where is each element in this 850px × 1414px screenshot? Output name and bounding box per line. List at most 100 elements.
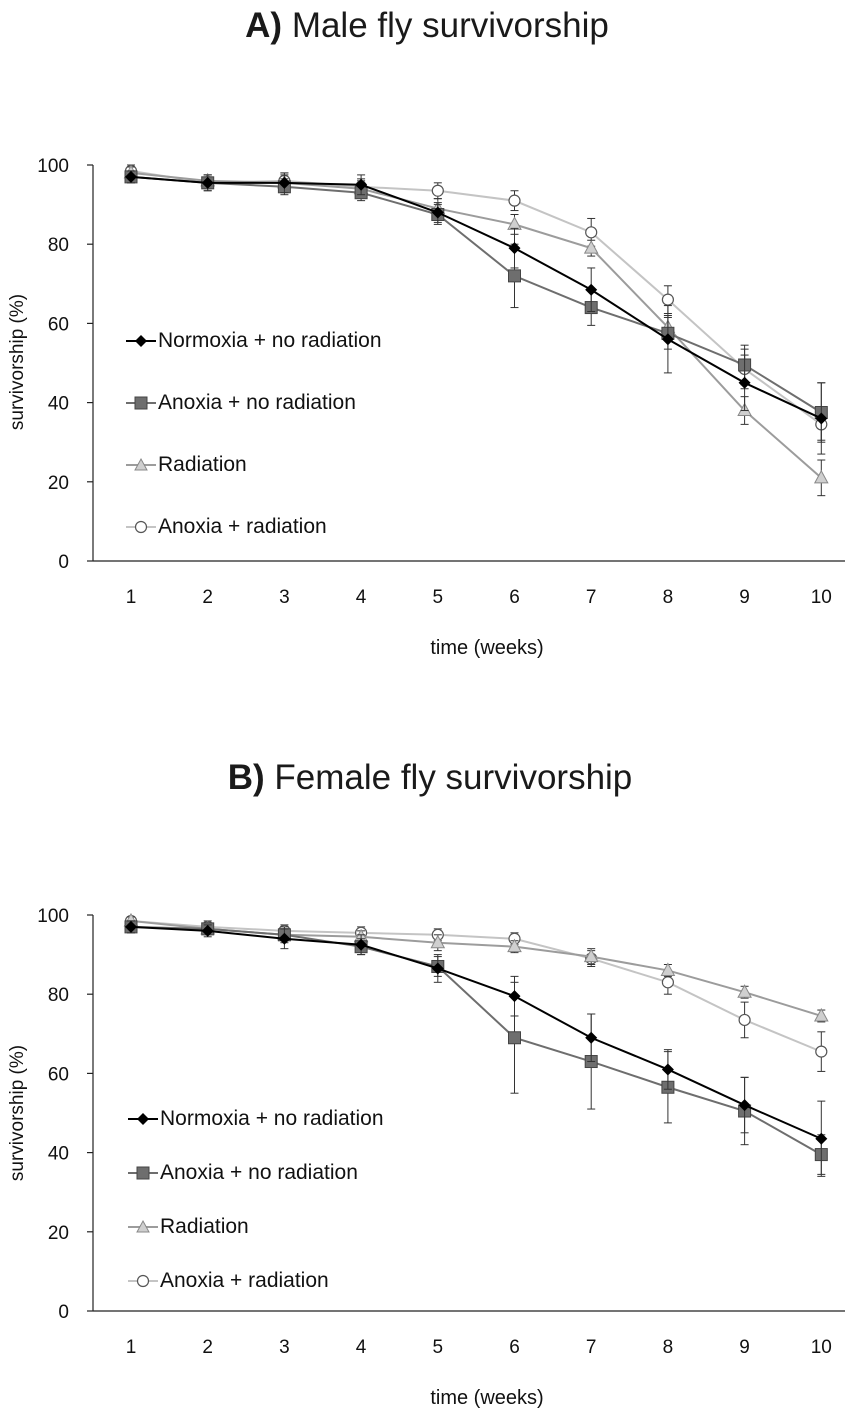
data-point [738, 376, 751, 389]
legend-label: Anoxia + radiation [160, 1269, 329, 1292]
data-point [508, 990, 521, 1003]
y-tick-label: 0 [58, 1302, 69, 1323]
panel-letter: A) [245, 6, 283, 45]
legend-item: Normoxia + no radiation [128, 1106, 384, 1132]
data-point [583, 240, 599, 254]
legend-item: Anoxia + radiation [126, 514, 327, 540]
chart-title: B) Female fly survivorship [5, 758, 850, 798]
y-axis-label: survivorship (%) [7, 293, 28, 431]
data-point [660, 962, 676, 976]
legend-label: Anoxia + no radiation [160, 1161, 358, 1184]
series-line [130, 175, 822, 414]
data-point [125, 920, 137, 933]
data-point [431, 184, 444, 197]
series-line [130, 171, 822, 479]
chart-panel-female: 0 20 40 60 80 100 1 2 3 4 5 6 7 8 9 10 B) Female fly su… [0, 750, 850, 1414]
square-marker-icon [128, 1166, 158, 1180]
series-line [130, 169, 822, 426]
data-point [661, 333, 674, 346]
y-tick-label: 60 [48, 1064, 69, 1085]
data-point [585, 226, 598, 239]
square-marker-icon [126, 396, 156, 410]
series-group [124, 920, 828, 1175]
chart-svg-female: 0 20 40 60 80 100 1 2 3 4 5 6 7 8 9 10 [37, 906, 845, 1358]
circle-marker-icon [126, 520, 156, 534]
series-group [125, 170, 828, 455]
x-tick-label: 1 [126, 587, 137, 608]
x-tick-label: 1 [126, 1337, 137, 1358]
x-axis-label: time (weeks) [430, 1387, 544, 1409]
x-tick-label: 10 [811, 1337, 832, 1358]
data-point [355, 938, 368, 951]
data-point [507, 938, 522, 953]
x-tick-label: 6 [509, 587, 520, 608]
triangle-marker-icon [126, 457, 156, 471]
chart-title: A) Male fly survivorship [2, 6, 850, 46]
data-point [201, 176, 214, 189]
series-line [130, 925, 822, 1156]
legend-item: Anoxia + no radiation [128, 1160, 358, 1186]
y-tick-label: 100 [37, 156, 69, 177]
x-tick-label: 3 [279, 1337, 290, 1358]
x-axis-label: time (weeks) [430, 637, 544, 659]
data-point [508, 269, 521, 283]
x-tick-label: 7 [586, 587, 597, 608]
data-point [661, 1063, 674, 1076]
data-point [508, 242, 521, 255]
y-tick-label: 20 [48, 473, 69, 494]
y-tick-label: 80 [48, 235, 69, 256]
legend-label: Anoxia + radiation [158, 515, 327, 538]
data-point [815, 412, 828, 425]
x-tick-label: 10 [811, 587, 832, 608]
x-tick-label: 5 [433, 587, 444, 608]
x-tick-label: 2 [202, 1337, 213, 1358]
data-point [508, 1031, 521, 1045]
data-point [585, 283, 598, 296]
data-point [430, 934, 446, 949]
y-tick-label: 100 [37, 906, 69, 927]
series-group [124, 914, 828, 1072]
legend-label: Radiation [158, 453, 247, 476]
legend-label: Radiation [160, 1215, 249, 1238]
series-group [125, 920, 828, 1177]
data-point [738, 1013, 751, 1027]
panel-letter: B) [227, 758, 265, 797]
x-tick-label: 9 [739, 1337, 750, 1358]
data-point [583, 948, 599, 963]
x-tick-label: 4 [356, 1337, 367, 1358]
legend-item: Anoxia + no radiation [126, 390, 356, 416]
data-point [815, 1132, 828, 1145]
y-axis-label: survivorship (%) [7, 1044, 28, 1182]
x-tick-label: 5 [433, 1337, 444, 1358]
series-line [130, 919, 822, 1053]
y-tick-label: 40 [48, 394, 69, 415]
triangle-marker-icon [128, 1219, 158, 1233]
data-point [813, 469, 829, 484]
y-tick-label: 40 [48, 1144, 69, 1165]
data-point [585, 1031, 598, 1044]
legend-item: Radiation [128, 1214, 249, 1240]
legend-item: Normoxia + no radiation [126, 328, 382, 354]
x-tick-label: 7 [586, 1337, 597, 1358]
legend-label: Normoxia + no radiation [160, 1107, 384, 1130]
data-point [355, 178, 368, 191]
data-point [508, 194, 521, 207]
x-tick-label: 8 [663, 587, 674, 608]
x-tick-label: 9 [739, 587, 750, 608]
legend-item: Radiation [126, 452, 247, 478]
data-point [661, 293, 675, 306]
data-point [737, 984, 752, 998]
data-point [738, 1099, 751, 1112]
data-point [815, 1045, 828, 1058]
panel-title-text: Female fly survivorship [274, 758, 633, 797]
legend-label: Anoxia + no radiation [158, 391, 356, 414]
y-tick-label: 20 [48, 1223, 69, 1244]
diamond-marker-icon [126, 335, 156, 347]
x-tick-label: 3 [279, 587, 290, 608]
y-tick-label: 0 [58, 552, 69, 573]
series-line [130, 925, 822, 1140]
series-line [130, 175, 822, 420]
x-tick-label: 6 [509, 1337, 520, 1358]
data-point [278, 932, 291, 945]
circle-marker-icon [128, 1274, 158, 1288]
